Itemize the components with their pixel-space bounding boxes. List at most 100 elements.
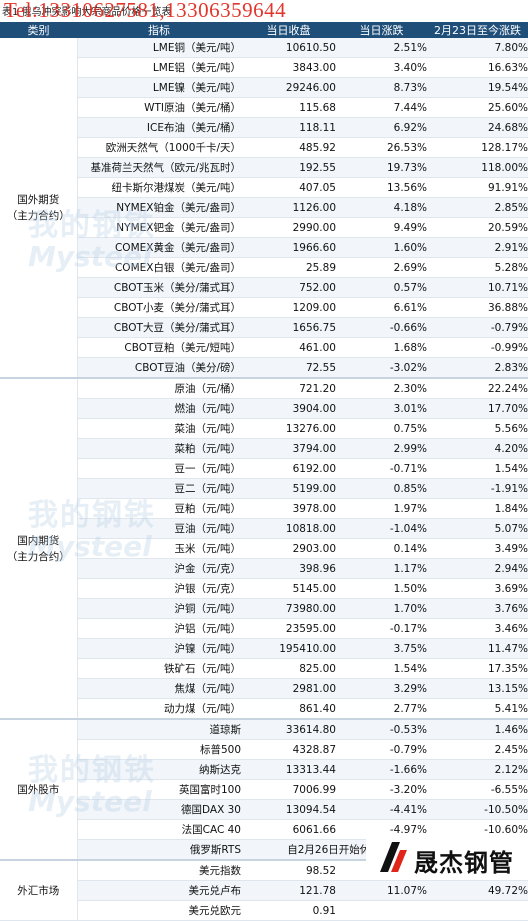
since-change-cell: 5.07% (427, 518, 528, 539)
indicator-cell: 基准荷兰天然气（欧元/兆瓦时） (77, 157, 241, 178)
daily-change-cell: 0.57% (336, 277, 427, 298)
close-cell: 825.00 (241, 658, 336, 679)
close-cell: 7006.99 (241, 779, 336, 800)
since-change-cell: 4.20% (427, 438, 528, 459)
daily-change-cell: 1.97% (336, 498, 427, 519)
since-change-cell: 16.63% (427, 57, 528, 78)
indicator-cell: 豆一（元/吨） (77, 458, 241, 479)
daily-change-cell: 26.53% (336, 137, 427, 158)
table-row: 纽卡斯尔港煤炭（美元/吨） 407.05 13.56% 91.91% (0, 177, 528, 198)
daily-change-cell: 0.75% (336, 418, 427, 439)
indicator-cell: 动力煤（元/吨） (77, 698, 241, 720)
indicator-cell: 沪银（元/克） (77, 578, 241, 599)
table-row: 沪银（元/克） 5145.00 1.50% 3.69% (0, 578, 528, 599)
close-cell: 3978.00 (241, 498, 336, 519)
daily-change-cell: 3.01% (336, 398, 427, 419)
close-cell: 3794.00 (241, 438, 336, 459)
table-row: 玉米（元/吨） 2903.00 0.14% 3.49% (0, 538, 528, 559)
indicator-cell: 沪铜（元/吨） (77, 598, 241, 619)
close-cell: 13094.54 (241, 799, 336, 820)
indicator-cell: 焦煤（元/吨） (77, 678, 241, 699)
table-row: ICE布油（美元/桶） 118.11 6.92% 24.68% (0, 117, 528, 138)
table-row: 标普500 4328.87 -0.79% 2.45% (0, 739, 528, 760)
brand-logo-text: 晟杰钢管 (414, 849, 514, 877)
close-cell: 398.96 (241, 558, 336, 579)
close-cell: 73980.00 (241, 598, 336, 619)
close-cell: 752.00 (241, 277, 336, 298)
since-change-cell: -1.91% (427, 478, 528, 499)
close-cell: 195410.00 (241, 638, 336, 659)
close-cell: 2981.00 (241, 678, 336, 699)
close-cell: 5145.00 (241, 578, 336, 599)
close-cell: 13313.44 (241, 759, 336, 780)
since-change-cell (427, 900, 528, 921)
indicator-cell: 菜油（元/吨） (77, 418, 241, 439)
category-label: 国内期货 (17, 534, 60, 547)
daily-change-cell: 1.68% (336, 337, 427, 358)
table-row: 美元兑欧元 0.91 (0, 900, 528, 921)
category-label: （主力合约） (6, 550, 70, 563)
since-change-cell: 2.91% (427, 237, 528, 258)
close-cell: 3843.00 (241, 57, 336, 78)
indicator-cell: 豆粕（元/吨） (77, 498, 241, 519)
close-cell: 1966.60 (241, 237, 336, 258)
table-row: 德国DAX 30 13094.54 -4.41% -10.50% (0, 799, 528, 820)
indicator-cell: 原油（元/桶） (77, 377, 241, 399)
since-change-cell: 22.24% (427, 377, 528, 399)
table-row: 豆油（元/吨） 10818.00 -1.04% 5.07% (0, 518, 528, 539)
indicator-cell: COMEX白银（美元/盎司） (77, 257, 241, 278)
table-row: 沪镍（元/吨） 195410.00 3.75% 11.47% (0, 638, 528, 659)
close-cell: 6061.66 (241, 819, 336, 840)
close-cell: 0.91 (241, 900, 336, 921)
daily-change-cell: 2.99% (336, 438, 427, 459)
since-change-cell: 2.45% (427, 739, 528, 760)
table-caption: 表1 俄乌冲突影响大宗商品价格一览表 (2, 7, 172, 18)
daily-change-cell: 6.61% (336, 297, 427, 318)
daily-change-cell: 1.70% (336, 598, 427, 619)
table-row: 国内期货 （主力合约） 原油（元/桶） 721.20 2.30% 22.24% (0, 377, 528, 720)
indicator-cell: 豆油（元/吨） (77, 518, 241, 539)
close-cell: 6192.00 (241, 458, 336, 479)
close-cell: 98.52 (241, 859, 336, 881)
category-cell: 国外股市 (0, 718, 78, 861)
table-row: 沪铝（元/吨） 23595.00 -0.17% 3.46% (0, 618, 528, 639)
since-change-cell: 13.15% (427, 678, 528, 699)
daily-change-cell: 6.92% (336, 117, 427, 138)
close-cell: 4328.87 (241, 739, 336, 760)
daily-change-cell: 2.77% (336, 698, 427, 720)
since-change-cell: 3.76% (427, 598, 528, 619)
close-cell: 861.40 (241, 698, 336, 720)
indicator-cell: CBOT大豆（美分/蒲式耳） (77, 317, 241, 338)
indicator-cell: 美元兑欧元 (77, 900, 241, 921)
daily-change-cell: 3.75% (336, 638, 427, 659)
since-change-cell: 3.49% (427, 538, 528, 559)
close-cell: 3904.00 (241, 398, 336, 419)
indicator-cell: 欧洲天然气（1000千卡/天） (77, 137, 241, 158)
table-row: 豆粕（元/吨） 3978.00 1.97% 1.84% (0, 498, 528, 519)
daily-change-cell (336, 900, 427, 921)
indicator-cell: CBOT豆油（美分/磅） (77, 357, 241, 379)
daily-change-cell: 19.73% (336, 157, 427, 178)
indicator-cell: 铁矿石（元/吨） (77, 658, 241, 679)
indicator-cell: 道琼斯 (77, 718, 241, 740)
indicator-cell: NYMEX钯金（美元/盎司） (77, 217, 241, 238)
table-row: CBOT大豆（美分/蒲式耳） 1656.75 -0.66% -0.79% (0, 317, 528, 338)
close-cell: 118.11 (241, 117, 336, 138)
indicator-cell: LME铜（美元/吨） (77, 38, 241, 58)
table-row: 纳斯达克 13313.44 -1.66% 2.12% (0, 759, 528, 780)
caption: 表1 俄乌冲突影响大宗商品价格一览表 Tel:13310627581,13306… (0, 0, 528, 22)
category-cell: 外汇市场 (0, 859, 78, 921)
close-cell: 1209.00 (241, 297, 336, 318)
category-label: 外汇市场 (17, 884, 60, 897)
close-cell: 1126.00 (241, 197, 336, 218)
indicator-cell: 俄罗斯RTS (77, 839, 241, 861)
table-row: CBOT豆粕（美元/短吨） 461.00 1.68% -0.99% (0, 337, 528, 358)
indicator-cell: 沪镍（元/吨） (77, 638, 241, 659)
close-cell: 25.89 (241, 257, 336, 278)
since-change-cell: 25.60% (427, 97, 528, 118)
indicator-cell: 豆二（元/吨） (77, 478, 241, 499)
daily-change-cell: -0.66% (336, 317, 427, 338)
header-indicator: 指标 (77, 22, 241, 38)
since-change-cell: 1.46% (427, 718, 528, 740)
since-change-cell: 24.68% (427, 117, 528, 138)
